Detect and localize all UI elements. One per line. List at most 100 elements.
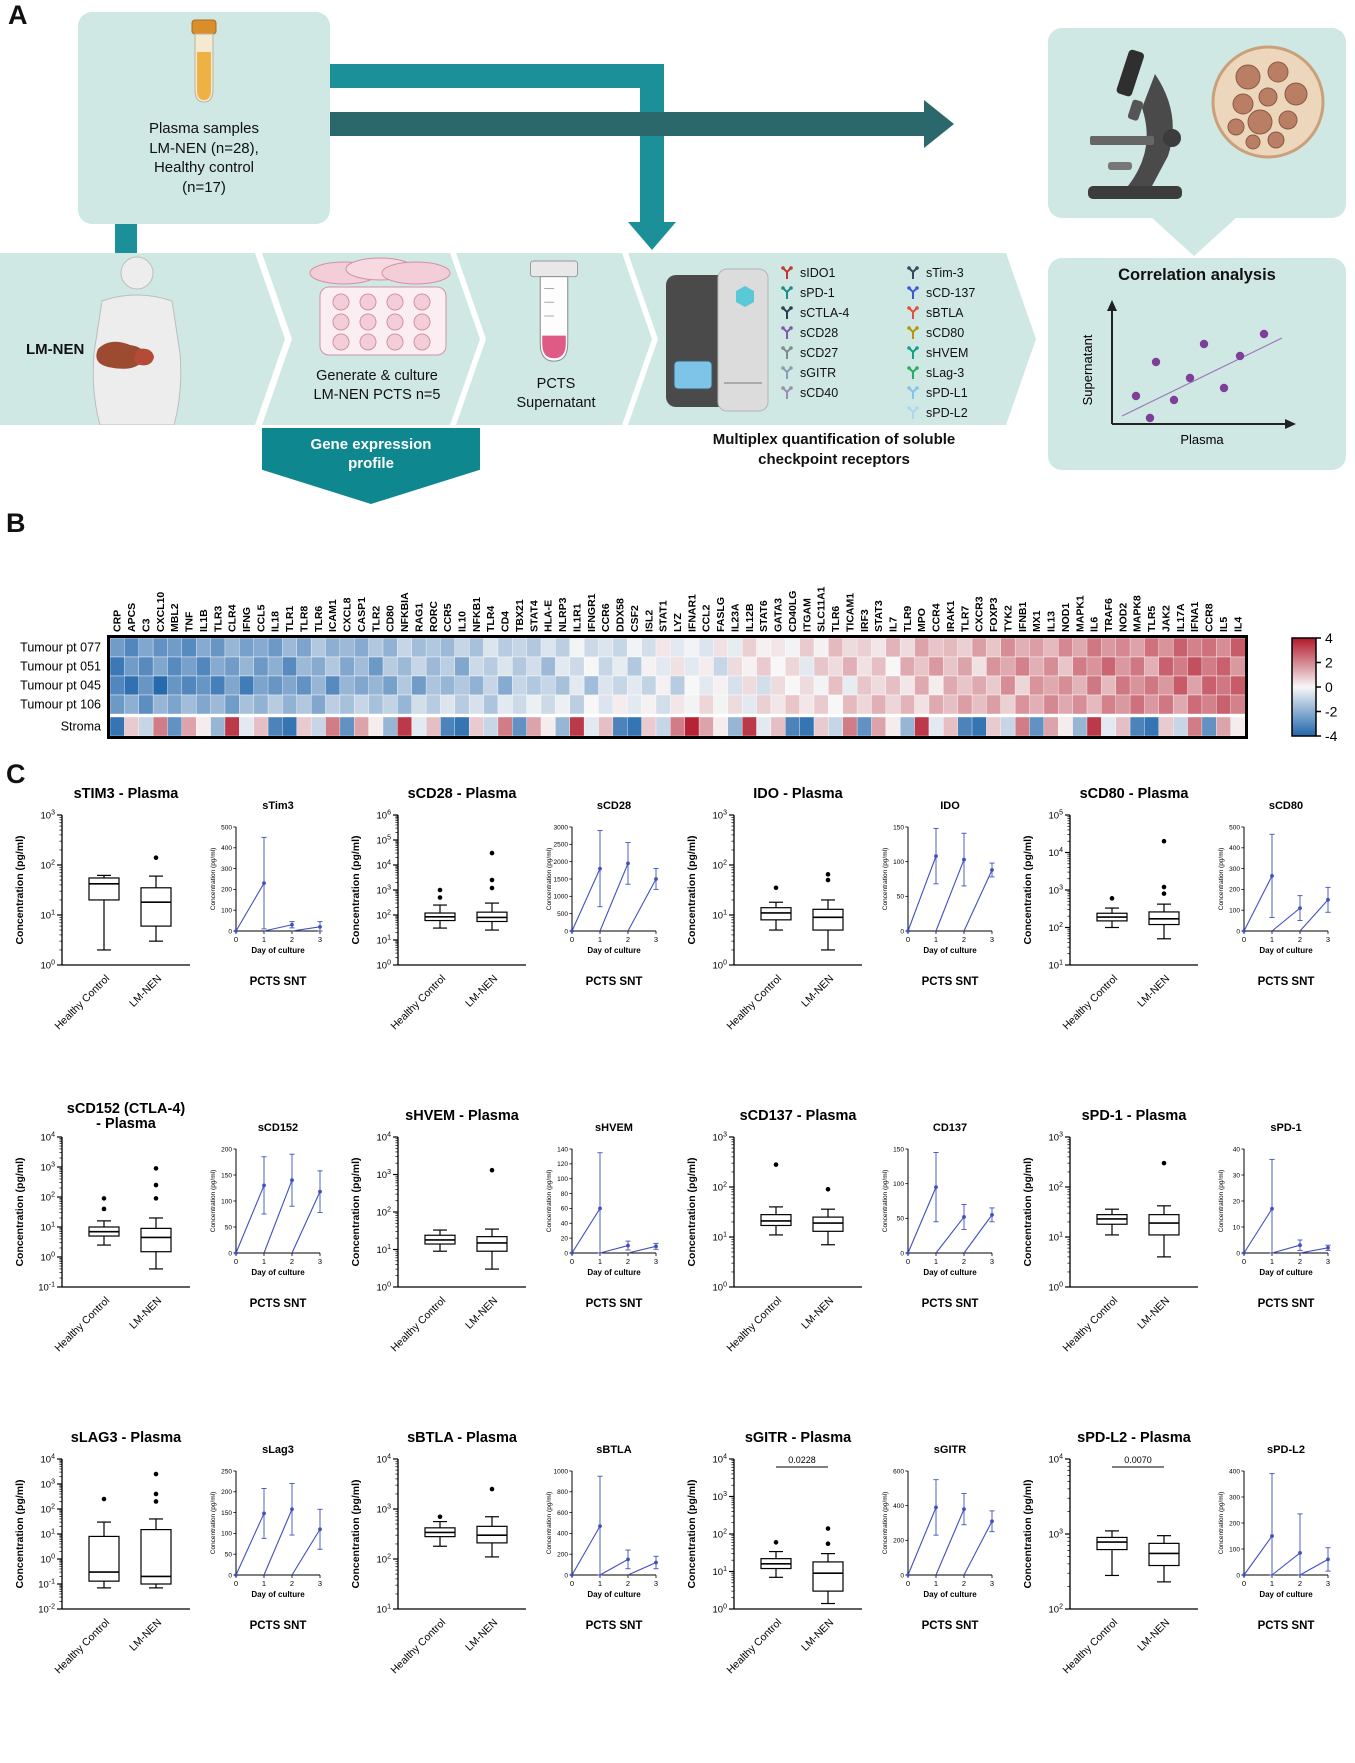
main-ylabel: Concentration (pg/ml) <box>686 1479 698 1588</box>
gene-label: CCR6 <box>600 603 612 632</box>
log-tick-label: 100 <box>713 1604 728 1616</box>
inset-xlabel: Day of culture <box>587 1590 641 1599</box>
outlier-dot <box>153 1182 159 1188</box>
log-tick-label: 101 <box>377 935 392 947</box>
box-group <box>424 887 456 929</box>
gene-label: ITGAM <box>801 598 813 632</box>
analyte-item: sHVEM <box>906 343 975 363</box>
heatmap-cell <box>727 694 743 715</box>
inset-data-point <box>1270 1534 1274 1538</box>
box-group <box>812 872 844 951</box>
box-group <box>140 1471 172 1589</box>
inset-ylabel: Concentration (pg/ml) <box>546 1492 553 1555</box>
heatmap-cell <box>1058 694 1074 715</box>
heatmap-cell <box>440 637 456 658</box>
heatmap-cell <box>655 675 671 696</box>
heatmap-cell <box>181 675 197 696</box>
outlier-dot <box>489 1486 495 1492</box>
analyte-label: sCD80 <box>926 326 965 340</box>
heatmap-cell <box>627 694 643 715</box>
inset-data-point <box>290 1178 294 1183</box>
category-label: Healthy Control <box>388 973 448 1033</box>
heatmap-cell <box>785 675 801 696</box>
heatmap-cell <box>741 716 758 737</box>
heatmap-cell <box>583 656 600 677</box>
heatmap-cell <box>138 716 154 737</box>
inset-title: sTim3 <box>262 800 294 812</box>
heatmap-cell <box>670 637 686 658</box>
inset-data-point <box>962 1215 966 1219</box>
p-value-label: 0.0070 <box>1124 1455 1152 1465</box>
supernatant-label: PCTS Supernatant <box>486 375 626 413</box>
category-label: LM-NEN <box>463 1617 500 1654</box>
gene-label: SLC11A1 <box>816 586 828 632</box>
inset-data-point <box>654 877 658 881</box>
heatmap-cell <box>282 716 298 737</box>
inset-data-point <box>1270 1206 1274 1211</box>
gene-label: NFKB1 <box>471 597 483 632</box>
gene-label: CSF2 <box>629 605 641 632</box>
inset-data-point <box>654 1560 658 1565</box>
heatmap-cell <box>1029 656 1045 677</box>
heatmap-cell <box>698 637 715 658</box>
heatmap-cell <box>397 675 413 696</box>
heatmap-cell <box>152 716 169 737</box>
flow-arrowhead-multiplex <box>628 222 676 250</box>
gene-label: NOD2 <box>1117 603 1129 632</box>
subpanel-title: sCD80 - Plasma <box>1080 786 1190 802</box>
inset-xtick-label: 0 <box>234 1579 238 1588</box>
heatmap-cell <box>914 656 930 677</box>
inset-ytick-label: 200 <box>1229 1520 1240 1527</box>
scatter-dot <box>1219 383 1229 393</box>
gene-label: TLR4 <box>485 606 497 632</box>
inset-ytick-label: 3000 <box>554 824 569 831</box>
heatmap-cell <box>928 675 944 696</box>
heatmap-cell <box>124 656 140 677</box>
log-tick-label: 104 <box>41 1132 56 1144</box>
analyte-item: sIDO1 <box>780 263 849 283</box>
heatmap-cell <box>526 656 542 677</box>
heatmap-cell <box>698 656 715 677</box>
gene-label: TLR1 <box>284 606 296 632</box>
heatmap-cell <box>943 694 959 715</box>
heatmap-cell <box>296 694 312 715</box>
gene-label: TLR7 <box>959 606 971 632</box>
inset-ytick-label: 0 <box>564 1250 568 1257</box>
inset-ytick-label: 100 <box>1229 908 1240 915</box>
inset-data-point <box>290 922 294 927</box>
inset-data-point <box>934 854 938 859</box>
category-label: LM-NEN <box>799 1295 836 1332</box>
heatmap-cell <box>310 637 327 658</box>
step-patient: LM-NEN <box>0 253 285 425</box>
gene-label: STAT4 <box>528 600 540 632</box>
heatmap-cell <box>928 716 944 737</box>
heatmap-cell <box>842 675 858 696</box>
main-ylabel: Concentration (pg/ml) <box>14 1479 26 1588</box>
blood-tube-icon <box>191 19 217 103</box>
box-group <box>476 1167 508 1270</box>
heatmap-cell <box>1115 675 1131 696</box>
log-tick-label: 103 <box>41 1479 56 1491</box>
heatmap-cell <box>1129 656 1146 677</box>
heatmap-cell <box>756 694 772 715</box>
heatmap-cell <box>1230 637 1246 658</box>
heatmap-cell <box>914 637 930 658</box>
category-label: LM-NEN <box>799 973 836 1010</box>
gene-label: GATA3 <box>773 598 785 632</box>
main-ylabel: Concentration (pg/ml) <box>1022 1479 1034 1588</box>
outlier-dot <box>437 895 443 900</box>
gene-label: IFNA1 <box>1189 602 1201 632</box>
heatmap-cell <box>468 637 485 658</box>
gene-label: RORC <box>428 601 440 632</box>
heatmap-cell <box>124 716 140 737</box>
inset-title: sPD-1 <box>1270 1122 1301 1134</box>
heatmap-cell <box>1086 656 1102 677</box>
heatmap-cell <box>196 675 212 696</box>
heatmap-cell <box>555 675 571 696</box>
main-ylabel: Concentration (pg/ml) <box>14 1157 26 1266</box>
heatmap-cell <box>296 675 312 696</box>
heatmap-cell <box>1129 675 1146 696</box>
inset-xtick-label: 1 <box>598 1579 602 1588</box>
log-tick-label: 100 <box>713 960 728 972</box>
gene-label: IL23A <box>729 603 741 632</box>
